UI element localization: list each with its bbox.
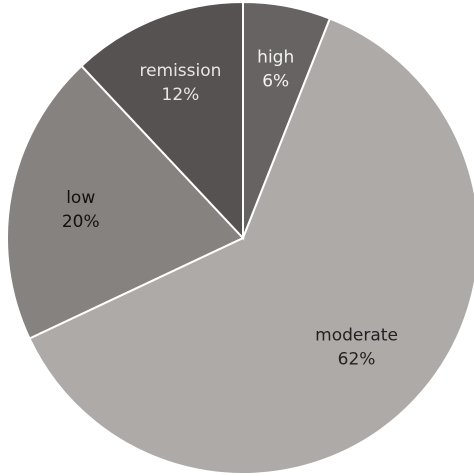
labels-layer: high 6% moderate 62% low 20% remission 12% — [62, 47, 398, 369]
slice-label-remission: remission — [139, 61, 221, 81]
slice-percent-low: 20% — [62, 212, 100, 232]
slice-percent-high: 6% — [262, 71, 289, 91]
slice-percent-moderate: 62% — [338, 350, 376, 370]
slice-label-high: high — [257, 47, 294, 67]
pie-slice-low — [6, 64, 245, 340]
pie-slice-moderate — [28, 17, 474, 475]
slices-layer — [6, 0, 474, 475]
slice-label-moderate: moderate — [315, 326, 398, 346]
slice-label-low: low — [66, 188, 95, 208]
pie-slice-remission — [80, 0, 244, 241]
slice-percent-remission: 12% — [162, 85, 200, 105]
